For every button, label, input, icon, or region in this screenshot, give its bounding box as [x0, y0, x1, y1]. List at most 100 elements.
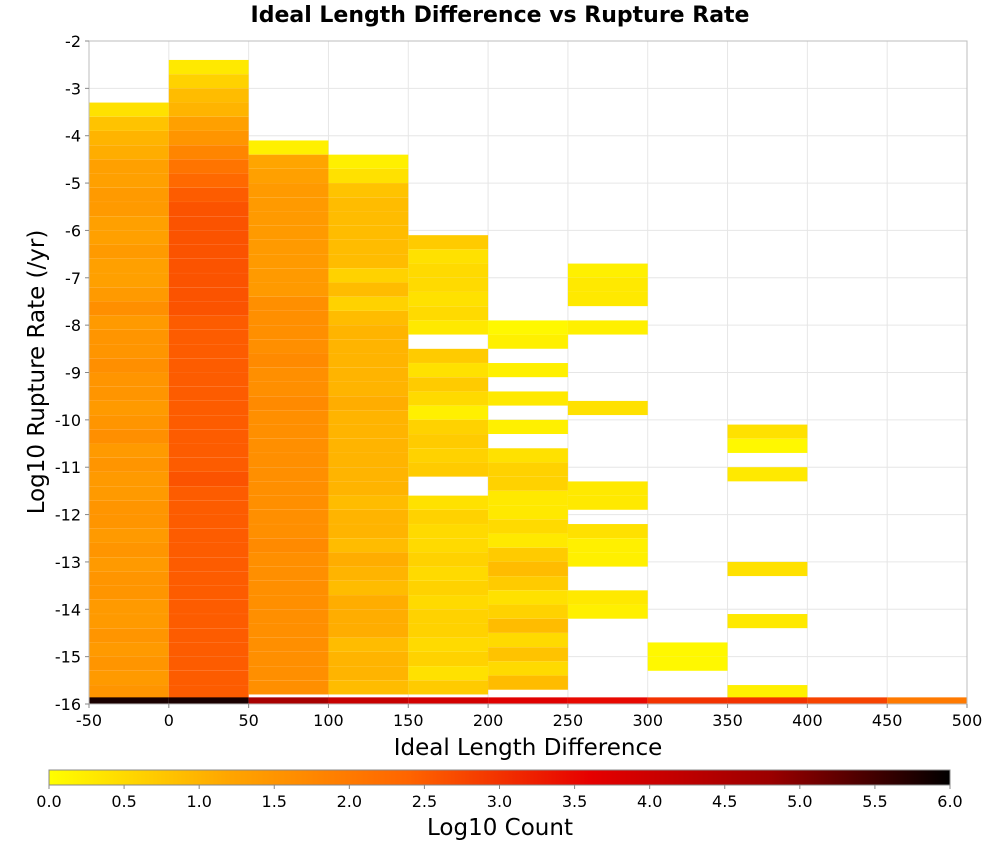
- heatmap-cell: [89, 344, 169, 359]
- heatmap-cell: [89, 542, 169, 558]
- heatmap-cell: [248, 680, 329, 695]
- heatmap-cell: [168, 471, 249, 487]
- heatmap-cell: [168, 187, 249, 202]
- heatmap-cell: [168, 273, 249, 288]
- heatmap-cell: [168, 74, 249, 89]
- heatmap-cell: [488, 576, 568, 591]
- heatmap-cell: [328, 651, 409, 667]
- heatmap-cell: [328, 524, 409, 539]
- heatmap-cell: [248, 381, 329, 397]
- y-tick-label: -9: [65, 364, 81, 383]
- heatmap-cell: [248, 367, 329, 382]
- heatmap-cell: [408, 405, 489, 420]
- heatmap-cell: [727, 424, 808, 439]
- heatmap-cell: [328, 197, 409, 212]
- heatmap-cell: [408, 666, 489, 681]
- y-tick-label: -8: [65, 316, 81, 335]
- heatmap-cell: [168, 486, 249, 501]
- heatmap-cell: [89, 145, 169, 160]
- heatmap-cell: [328, 239, 409, 255]
- heatmap-cell: [488, 547, 568, 562]
- heatmap-cell: [248, 168, 329, 184]
- heatmap-cell-bottom: [727, 697, 808, 704]
- heatmap-cell: [488, 647, 568, 662]
- heatmap-cell: [488, 604, 568, 619]
- heatmap-cell: [408, 651, 489, 667]
- heatmap-cell: [248, 339, 329, 354]
- heatmap-cell: [408, 462, 489, 477]
- heatmap-cell: [328, 666, 409, 681]
- heatmap-cell: [248, 254, 329, 269]
- x-tick-label: 450: [872, 711, 903, 730]
- heatmap-cell: [168, 88, 249, 103]
- colorbar-tick-label: 0.0: [36, 792, 61, 811]
- heatmap-cell: [89, 372, 169, 387]
- heatmap-cell: [168, 628, 249, 643]
- heatmap-cell: [567, 277, 648, 292]
- y-tick-label: -4: [65, 127, 81, 146]
- heatmap-cell: [328, 367, 409, 382]
- heatmap-cell: [168, 457, 249, 472]
- heatmap-cell: [567, 320, 648, 335]
- heatmap-cell: [168, 344, 249, 359]
- heatmap-cell: [248, 268, 329, 283]
- heatmap-cell: [168, 258, 249, 273]
- heatmap-cell: [567, 524, 648, 539]
- heatmap-cell: [248, 595, 329, 610]
- heatmap-cell: [408, 495, 489, 510]
- heatmap-cell: [89, 244, 169, 259]
- heatmap-cell: [328, 538, 409, 553]
- heatmap-cell: [408, 552, 489, 567]
- heatmap-cell: [328, 595, 409, 610]
- heatmap-cell: [328, 609, 409, 624]
- heatmap-cell: [168, 685, 249, 700]
- heatmap-cell: [488, 490, 568, 506]
- heatmap-cell: [488, 448, 568, 463]
- heatmap-cell: [248, 396, 329, 411]
- heatmap-cell-bottom: [248, 697, 329, 704]
- heatmap-cell: [168, 670, 249, 685]
- heatmap-cell: [168, 429, 249, 444]
- heatmap-cell-bottom: [168, 697, 249, 704]
- y-tick-label: -11: [55, 458, 81, 477]
- heatmap-cell: [328, 339, 409, 354]
- heatmap-cell: [248, 623, 329, 638]
- heatmap-cell: [168, 585, 249, 600]
- heatmap-cell: [89, 599, 169, 614]
- x-tick-label: -50: [76, 711, 102, 730]
- y-axis-label: Log10 Rupture Rate (/yr): [24, 230, 50, 515]
- heatmap-cell: [408, 306, 489, 321]
- heatmap-cell: [248, 239, 329, 255]
- heatmap-cell: [567, 604, 648, 619]
- heatmap-cell: [89, 415, 169, 430]
- heatmap-cell: [89, 500, 169, 515]
- heatmap-cell: [168, 372, 249, 387]
- heatmap-cell: [89, 287, 169, 302]
- y-tick-label: -7: [65, 269, 81, 288]
- heatmap-cell: [328, 268, 409, 283]
- heatmap-cell: [488, 505, 568, 520]
- heatmap-cell: [168, 59, 249, 75]
- heatmap-cell: [647, 642, 728, 657]
- heatmap-cell: [408, 263, 489, 278]
- heatmap-cell: [168, 500, 249, 515]
- heatmap-cell: [488, 675, 568, 690]
- heatmap-cell: [488, 519, 568, 534]
- heatmap-cell: [408, 291, 489, 307]
- y-tick-label: -13: [55, 553, 81, 572]
- heatmap-cell: [488, 391, 568, 406]
- heatmap-cell-bottom: [89, 697, 169, 704]
- heatmap-cell: [248, 509, 329, 524]
- x-tick-label: 400: [792, 711, 823, 730]
- heatmap-cell: [727, 561, 808, 577]
- heatmap-cell: [168, 415, 249, 430]
- y-tick-label: -5: [65, 174, 81, 193]
- heatmap-cell: [89, 642, 169, 657]
- colorbar-label: Log10 Count: [427, 815, 573, 841]
- heatmap-cell: [328, 481, 409, 496]
- heatmap-cell: [727, 685, 808, 700]
- heatmap-cell: [248, 467, 329, 482]
- colorbar-tick-label: 3.0: [487, 792, 512, 811]
- heatmap-cell: [328, 637, 409, 652]
- heatmap-cell: [488, 462, 568, 477]
